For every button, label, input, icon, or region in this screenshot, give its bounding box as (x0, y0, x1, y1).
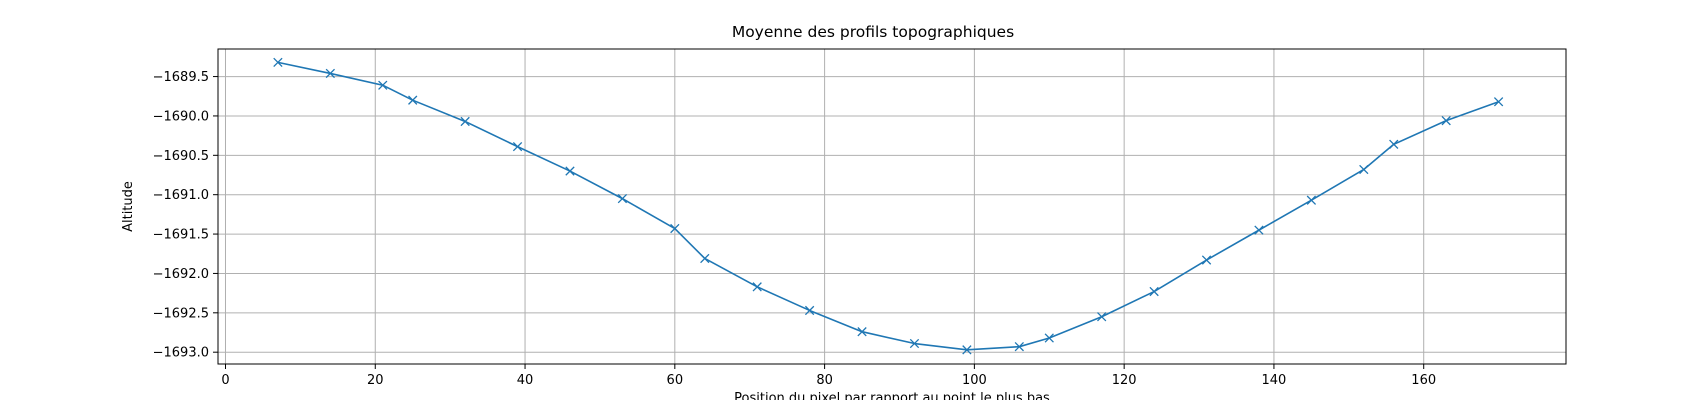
data-point-marker (460, 116, 470, 127)
data-point-marker (857, 327, 867, 337)
data-point-marker (700, 253, 710, 264)
data-point-marker (1149, 286, 1159, 297)
data-series (273, 57, 1504, 355)
data-point-marker (1254, 225, 1264, 235)
y-axis-ticks: −1693.0 −1692.5 −1692.0 −1691.5 −1691.0 −1690… (153, 70, 218, 361)
x-tick-label: 20 (367, 373, 384, 388)
data-point-marker (962, 345, 972, 355)
data-point-marker (909, 338, 920, 349)
x-tick-label: 140 (1262, 373, 1287, 388)
grid-lines (218, 49, 1566, 364)
y-tick-label: −1691.5 (153, 228, 209, 243)
series-line (277, 61, 1499, 351)
data-point-marker (1389, 139, 1399, 149)
y-tick-label: −1692.5 (153, 306, 209, 321)
y-axis-title: Altitude (121, 181, 136, 232)
y-tick-label: −1690.5 (153, 149, 209, 164)
x-tick-label: 80 (816, 373, 833, 388)
data-point-marker (325, 68, 335, 79)
x-tick-label: 100 (962, 373, 987, 388)
data-point-marker (1359, 164, 1369, 175)
data-point-marker (1493, 97, 1504, 107)
data-point-marker (1201, 255, 1212, 265)
data-point-marker (1044, 333, 1054, 343)
data-point-marker (378, 80, 388, 90)
x-axis-ticks: 0 20 40 60 80 100 120 140 160 (221, 364, 1436, 388)
chart-title: Moyenne des profils topographiques (732, 23, 1014, 41)
x-tick-label: 120 (1112, 373, 1137, 388)
x-tick-label: 40 (517, 373, 534, 388)
data-point-marker (1097, 312, 1107, 322)
data-point-marker (273, 57, 283, 68)
y-tick-label: −1691.0 (153, 188, 209, 203)
plot-area-frame (217, 48, 1567, 365)
data-point-marker (512, 141, 523, 152)
x-tick-label: 160 (1411, 373, 1436, 388)
data-point-marker (804, 305, 815, 316)
y-tick-label: −1690.0 (153, 109, 209, 124)
data-point-marker (1014, 342, 1024, 352)
x-tick-label: 0 (221, 373, 229, 388)
data-point-marker (408, 95, 418, 105)
y-tick-label: −1689.5 (153, 70, 209, 85)
data-point-marker (1306, 195, 1317, 205)
data-point-marker (617, 193, 628, 204)
y-tick-label: −1693.0 (153, 346, 209, 361)
data-point-marker (565, 166, 575, 176)
data-point-marker (752, 282, 762, 292)
x-axis-title: Position du pixel par rapport au point l… (734, 391, 1050, 400)
x-tick-label: 60 (667, 373, 684, 388)
data-point-marker (1441, 116, 1451, 126)
y-tick-label: −1692.0 (153, 267, 209, 282)
data-point-marker (670, 223, 680, 234)
